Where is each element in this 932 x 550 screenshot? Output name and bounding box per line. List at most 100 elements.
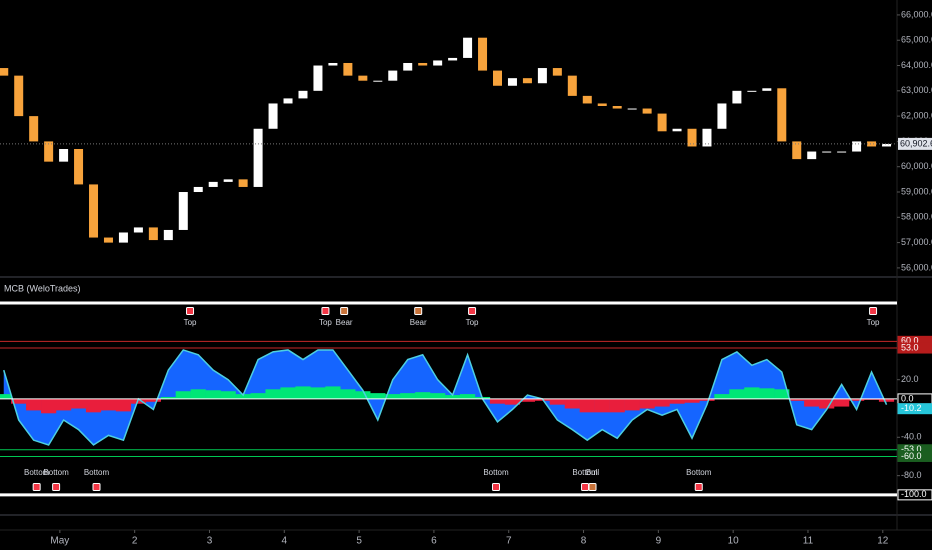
signal-label: Bottom	[483, 468, 509, 477]
money-flow-bar	[280, 387, 296, 399]
money-flow-bar	[100, 398, 117, 411]
y-tick-label: 57,000.0	[901, 237, 932, 247]
candle	[253, 128, 263, 187]
axis-value-box	[897, 403, 932, 415]
x-tick-label: 3	[207, 536, 213, 547]
money-flow-bar	[430, 393, 446, 399]
candle	[478, 37, 488, 71]
money-flow-bar	[235, 394, 251, 399]
money-flow-bar	[684, 398, 700, 403]
candle	[178, 192, 188, 230]
money-flow-bar	[549, 398, 565, 405]
candle	[702, 128, 712, 147]
money-flow-bar	[489, 398, 506, 404]
signal-icon	[414, 307, 423, 315]
candle	[463, 37, 473, 58]
money-flow-bar	[250, 393, 266, 399]
x-tick-label: 9	[656, 536, 662, 547]
money-flow-bar	[0, 394, 12, 399]
signal-label: Bottom	[24, 468, 50, 477]
axis-value-label: 53.0	[901, 342, 919, 352]
signal-label: Bear	[336, 318, 353, 327]
candle	[133, 227, 143, 233]
money-flow-bar	[878, 398, 895, 402]
money-flow-bar	[385, 394, 401, 399]
candle	[552, 68, 562, 76]
money-flow-bar	[41, 398, 57, 414]
candle	[807, 151, 817, 160]
candle	[343, 62, 353, 76]
signal-label: Bottom	[43, 468, 69, 477]
candle	[298, 90, 308, 99]
candle	[822, 151, 832, 153]
signal-label: Top	[184, 318, 197, 327]
money-flow-bar	[55, 398, 72, 411]
money-flow-bar	[265, 389, 281, 399]
candle	[59, 149, 69, 162]
candle	[507, 78, 517, 86]
money-flow-bar	[669, 398, 685, 404]
money-flow-bar	[699, 398, 715, 401]
money-flow-bar	[579, 398, 595, 413]
y-tick-label: 56,000.0	[901, 262, 932, 272]
candle	[852, 141, 862, 152]
money-flow-bar	[834, 398, 850, 407]
money-flow-bar	[624, 398, 640, 411]
axis-value-label: 0.0	[901, 393, 914, 403]
axis-value-box	[897, 342, 932, 354]
money-flow-bar	[70, 398, 87, 409]
candle	[732, 90, 742, 104]
candle	[657, 113, 667, 132]
money-flow-bar	[145, 398, 161, 402]
candle	[717, 103, 727, 129]
money-flow-bar	[415, 392, 431, 399]
candle	[0, 68, 9, 76]
money-flow-bar	[115, 398, 132, 412]
candle	[268, 103, 278, 129]
x-tick-label: 10	[728, 536, 740, 547]
y-tick-label: -80.0	[901, 470, 922, 480]
candle	[373, 80, 383, 82]
candle	[193, 186, 203, 193]
candle	[448, 57, 458, 61]
candle	[537, 68, 547, 84]
signal-icon	[492, 483, 501, 491]
y-tick-label: 65,000.0	[901, 35, 932, 45]
money-flow-bar	[310, 387, 326, 399]
axis-value-label: -10.2	[901, 403, 922, 413]
y-tick-label: 64,000.0	[901, 60, 932, 70]
money-flow-bar	[325, 386, 341, 399]
money-flow-bar	[504, 398, 521, 405]
y-tick-label: 62,000.0	[901, 110, 932, 120]
signal-label: Top	[867, 318, 880, 327]
y-tick-label: 66,000.0	[901, 9, 932, 19]
x-tick-label: 11	[803, 536, 814, 547]
axis-value-label: -100.0	[901, 489, 927, 499]
candle	[74, 149, 84, 185]
money-flow-bar	[370, 393, 386, 399]
signal-icon	[92, 483, 101, 491]
axis-value-label: 60.0	[901, 336, 919, 346]
signal-icon	[186, 307, 195, 315]
signal-label: Bottom	[84, 468, 110, 477]
candle	[882, 143, 892, 147]
last-price-label: 60,902.6	[900, 138, 932, 148]
wave-line	[3, 349, 888, 446]
x-tick-label: 2	[132, 536, 138, 547]
x-tick-label: 12	[877, 536, 889, 547]
signal-icon	[321, 307, 330, 315]
signal-icon	[468, 307, 477, 315]
y-tick-label: 60,000.0	[901, 161, 932, 171]
signal-label: Bottom	[686, 468, 712, 477]
x-tick-label: 8	[581, 536, 587, 547]
signal-label: Bull	[586, 468, 600, 477]
x-tick-label: 6	[431, 536, 437, 547]
candle	[29, 116, 39, 142]
candle	[118, 232, 128, 243]
signal-label: Top	[319, 318, 332, 327]
signal-label: Bottom	[572, 468, 598, 477]
signal-icon	[694, 483, 703, 491]
money-flow-bar	[564, 398, 580, 409]
